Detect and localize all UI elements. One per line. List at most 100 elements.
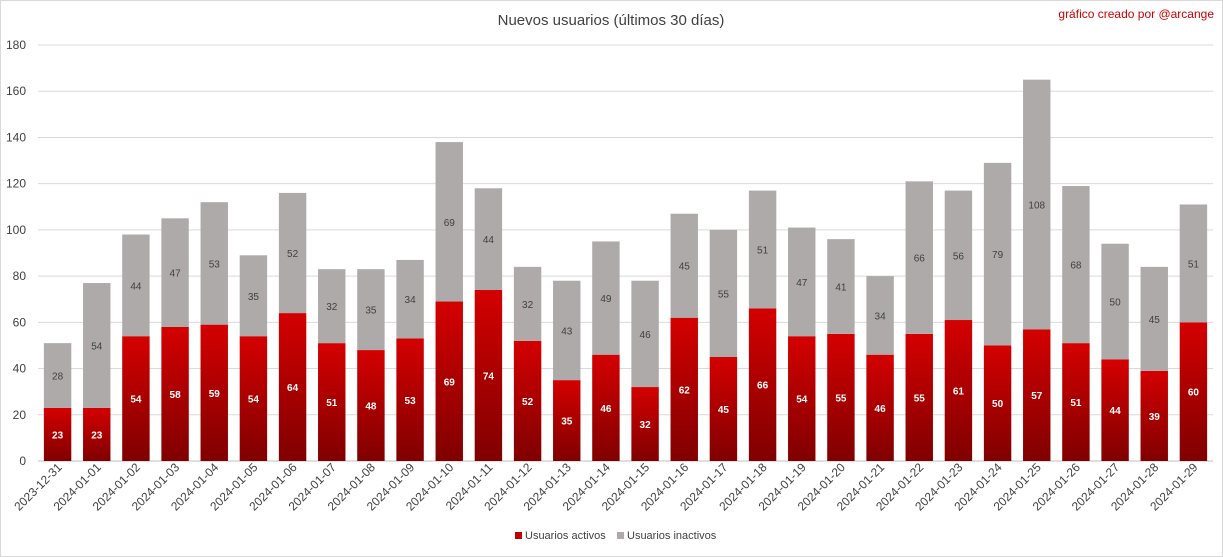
bar-active — [513, 340, 542, 461]
bar-active — [122, 336, 150, 461]
data-label-inactive: 43 — [561, 326, 573, 337]
data-label-inactive: 108 — [1028, 200, 1045, 211]
data-label-inactive: 35 — [365, 306, 377, 317]
bar-active — [631, 387, 659, 461]
chart-title: Nuevos usuarios (últimos 30 días) — [498, 12, 725, 29]
bar-active — [983, 345, 1012, 461]
data-label-inactive: 32 — [522, 300, 534, 311]
data-label-active: 61 — [953, 387, 965, 398]
y-tick-label: 100 — [6, 223, 26, 237]
bar-active — [1179, 322, 1208, 461]
gridlines — [38, 44, 1213, 462]
bar-inactive — [161, 218, 189, 327]
bar-inactive — [357, 269, 385, 351]
data-label-inactive: 51 — [757, 246, 769, 257]
legend-label-active: Usuarios activos — [525, 530, 606, 542]
data-label-active: 23 — [52, 430, 64, 441]
data-label-active: 39 — [1149, 412, 1161, 423]
bar-active — [592, 354, 620, 461]
data-label-inactive: 45 — [1149, 315, 1161, 326]
data-label-inactive: 34 — [405, 295, 417, 306]
data-label-inactive: 34 — [875, 311, 887, 322]
bar-inactive — [788, 227, 816, 337]
data-label-active: 74 — [483, 371, 495, 382]
bar-active — [161, 326, 189, 461]
y-tick-label: 140 — [6, 130, 26, 144]
bar-active — [788, 336, 816, 461]
data-label-active: 53 — [405, 396, 417, 407]
data-label-active: 60 — [1188, 388, 1200, 399]
legend: Usuarios activos Usuarios inactivos — [515, 530, 717, 542]
bar-active — [866, 354, 894, 461]
data-label-inactive: 32 — [326, 302, 338, 313]
data-label-active: 46 — [875, 404, 887, 415]
data-label-inactive: 69 — [444, 218, 456, 229]
bar-active — [43, 407, 72, 461]
data-label-inactive: 53 — [209, 259, 221, 270]
bar-active — [83, 407, 111, 461]
data-label-active: 59 — [209, 389, 221, 400]
bar-inactive — [748, 190, 777, 309]
bar-inactive — [1140, 266, 1168, 371]
x-axis: 2023-12-312024-01-012024-01-022024-01-03… — [11, 460, 1200, 514]
bar-inactive — [83, 283, 111, 408]
data-label-active: 58 — [170, 390, 182, 401]
data-label-inactive: 47 — [796, 278, 808, 289]
data-label-inactive: 66 — [914, 254, 926, 265]
data-label-inactive: 55 — [718, 289, 730, 300]
data-label-inactive: 56 — [953, 251, 965, 262]
legend-swatch-active — [515, 532, 522, 539]
data-label-active: 35 — [561, 417, 573, 428]
bar-inactive — [513, 266, 542, 341]
bar-inactive — [396, 259, 424, 339]
data-label-inactive: 46 — [640, 330, 652, 341]
data-label-inactive: 68 — [1070, 261, 1082, 272]
bar-inactive — [318, 269, 346, 344]
data-label-inactive: 52 — [287, 249, 299, 260]
bar-active — [1101, 359, 1129, 461]
bar-active — [553, 380, 581, 461]
data-label-active: 51 — [1070, 398, 1082, 409]
data-label-active: 52 — [522, 397, 534, 408]
bar-inactive — [827, 239, 855, 334]
data-label-active: 62 — [679, 385, 691, 396]
y-axis: 0 20 40 60 80 100 120 140 160 180 — [6, 38, 26, 468]
bars: 23 28 23 54 54 44 58 47 59 53 54 35 64 52 51 32 48 35 53 34… — [43, 79, 1208, 461]
bar-inactive — [1023, 79, 1051, 330]
data-label-active: 54 — [796, 395, 808, 406]
bar-active — [944, 320, 973, 461]
bar-inactive — [1101, 243, 1129, 360]
data-label-inactive: 41 — [835, 283, 847, 294]
bar-active — [748, 308, 777, 461]
bar-inactive — [553, 280, 581, 381]
y-tick-label: 40 — [13, 362, 27, 376]
data-label-inactive: 44 — [130, 281, 142, 292]
bar-active — [239, 336, 268, 461]
bar-inactive — [239, 255, 268, 337]
y-tick-label: 0 — [19, 454, 26, 468]
bar-inactive — [200, 202, 228, 325]
y-tick-label: 120 — [6, 177, 26, 191]
bar-active — [435, 301, 463, 461]
data-label-active: 45 — [718, 405, 730, 416]
bar-inactive — [43, 343, 72, 408]
bar-active — [709, 357, 738, 461]
bar-inactive — [1062, 185, 1090, 344]
bar-inactive — [866, 276, 894, 355]
data-label-inactive: 79 — [992, 250, 1004, 261]
bar-inactive — [435, 142, 463, 302]
data-label-inactive: 45 — [679, 262, 691, 273]
data-label-active: 54 — [248, 395, 260, 406]
data-label-inactive: 50 — [1110, 298, 1122, 309]
legend-label-inactive: Usuarios inactivos — [627, 530, 717, 542]
bar-active — [827, 333, 855, 461]
bar-active — [357, 350, 385, 461]
bar-inactive — [670, 213, 698, 318]
bar-inactive — [122, 234, 150, 337]
y-tick-label: 160 — [6, 84, 26, 98]
bar-inactive — [592, 241, 620, 355]
data-label-active: 64 — [287, 383, 299, 394]
y-tick-label: 20 — [13, 408, 27, 422]
y-tick-label: 180 — [6, 38, 26, 52]
